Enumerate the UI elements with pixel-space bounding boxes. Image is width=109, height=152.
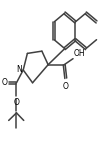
- Text: O: O: [14, 98, 20, 107]
- Text: O: O: [63, 82, 69, 91]
- Text: OH: OH: [74, 49, 85, 58]
- Text: N: N: [16, 65, 22, 74]
- Text: O: O: [1, 78, 7, 87]
